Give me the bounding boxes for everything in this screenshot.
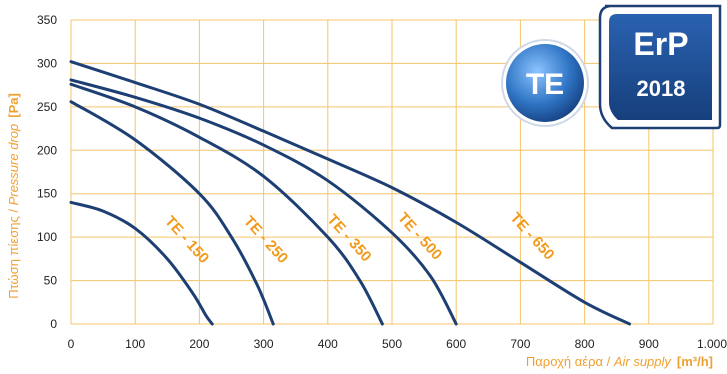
te-badge-circle: [506, 44, 584, 122]
erp-badge: ErP 2018: [598, 4, 722, 130]
series-curve: [69, 200, 214, 326]
x-axis-label-english: Air supply: [613, 354, 673, 369]
te-badge: TE: [501, 39, 589, 127]
series-curve: [69, 82, 384, 326]
x-tick-label: 900: [639, 337, 659, 351]
series-curve: [69, 78, 458, 326]
x-axis-label: Παροχή αέρα / Air supply [m³/h]: [526, 354, 713, 369]
y-tick-label: 0: [50, 317, 57, 331]
x-tick-label: 1.000: [697, 337, 727, 351]
x-tick-label: 100: [125, 337, 145, 351]
y-axis-label-greek: Πτώση πίεσης /: [6, 205, 21, 298]
x-tick-label: 800: [575, 337, 595, 351]
x-tick-label: 300: [254, 337, 274, 351]
series-curves: [69, 60, 632, 326]
erp-badge-title: ErP: [633, 26, 688, 62]
x-axis-label-unit: [m³/h]: [677, 354, 713, 369]
x-tick-label: 700: [510, 337, 530, 351]
y-tick-label: 350: [37, 13, 57, 27]
y-axis-label-english: Pressure drop: [6, 124, 21, 206]
y-tick-labels: 0 50 100 150 200 250 300 350: [37, 13, 57, 331]
series-curve: [69, 60, 632, 326]
x-tick-label: 200: [189, 337, 209, 351]
y-tick-label: 100: [37, 230, 57, 244]
x-tick-label: 600: [446, 337, 466, 351]
y-tick-label: 200: [37, 143, 57, 157]
y-tick-label: 150: [37, 187, 57, 201]
y-axis-label-unit: [Pa]: [6, 93, 21, 118]
x-tick-labels: 0 100 200 300 400 500 600 700 800 900 1.000: [68, 337, 727, 351]
x-axis-label-greek: Παροχή αέρα /: [526, 354, 614, 369]
x-tick-label: 0: [68, 337, 75, 351]
te-badge-text: TE: [526, 68, 564, 101]
series-label: TE - 250: [240, 213, 291, 267]
y-axis-label: Πτώση πίεσης / Pressure drop [Pa]: [6, 93, 21, 299]
y-tick-label: 250: [37, 100, 57, 114]
erp-badge-panel: [609, 14, 712, 120]
series-label: TE - 350: [324, 211, 375, 265]
x-tick-label: 400: [318, 337, 338, 351]
x-tick-label: 500: [382, 337, 402, 351]
series-curve: [69, 100, 275, 326]
y-tick-label: 300: [37, 56, 57, 70]
y-tick-label: 50: [44, 274, 58, 288]
series-label: TE - 500: [394, 209, 445, 263]
erp-badge-year: 2018: [637, 76, 686, 101]
series-label: TE - 650: [507, 209, 558, 263]
